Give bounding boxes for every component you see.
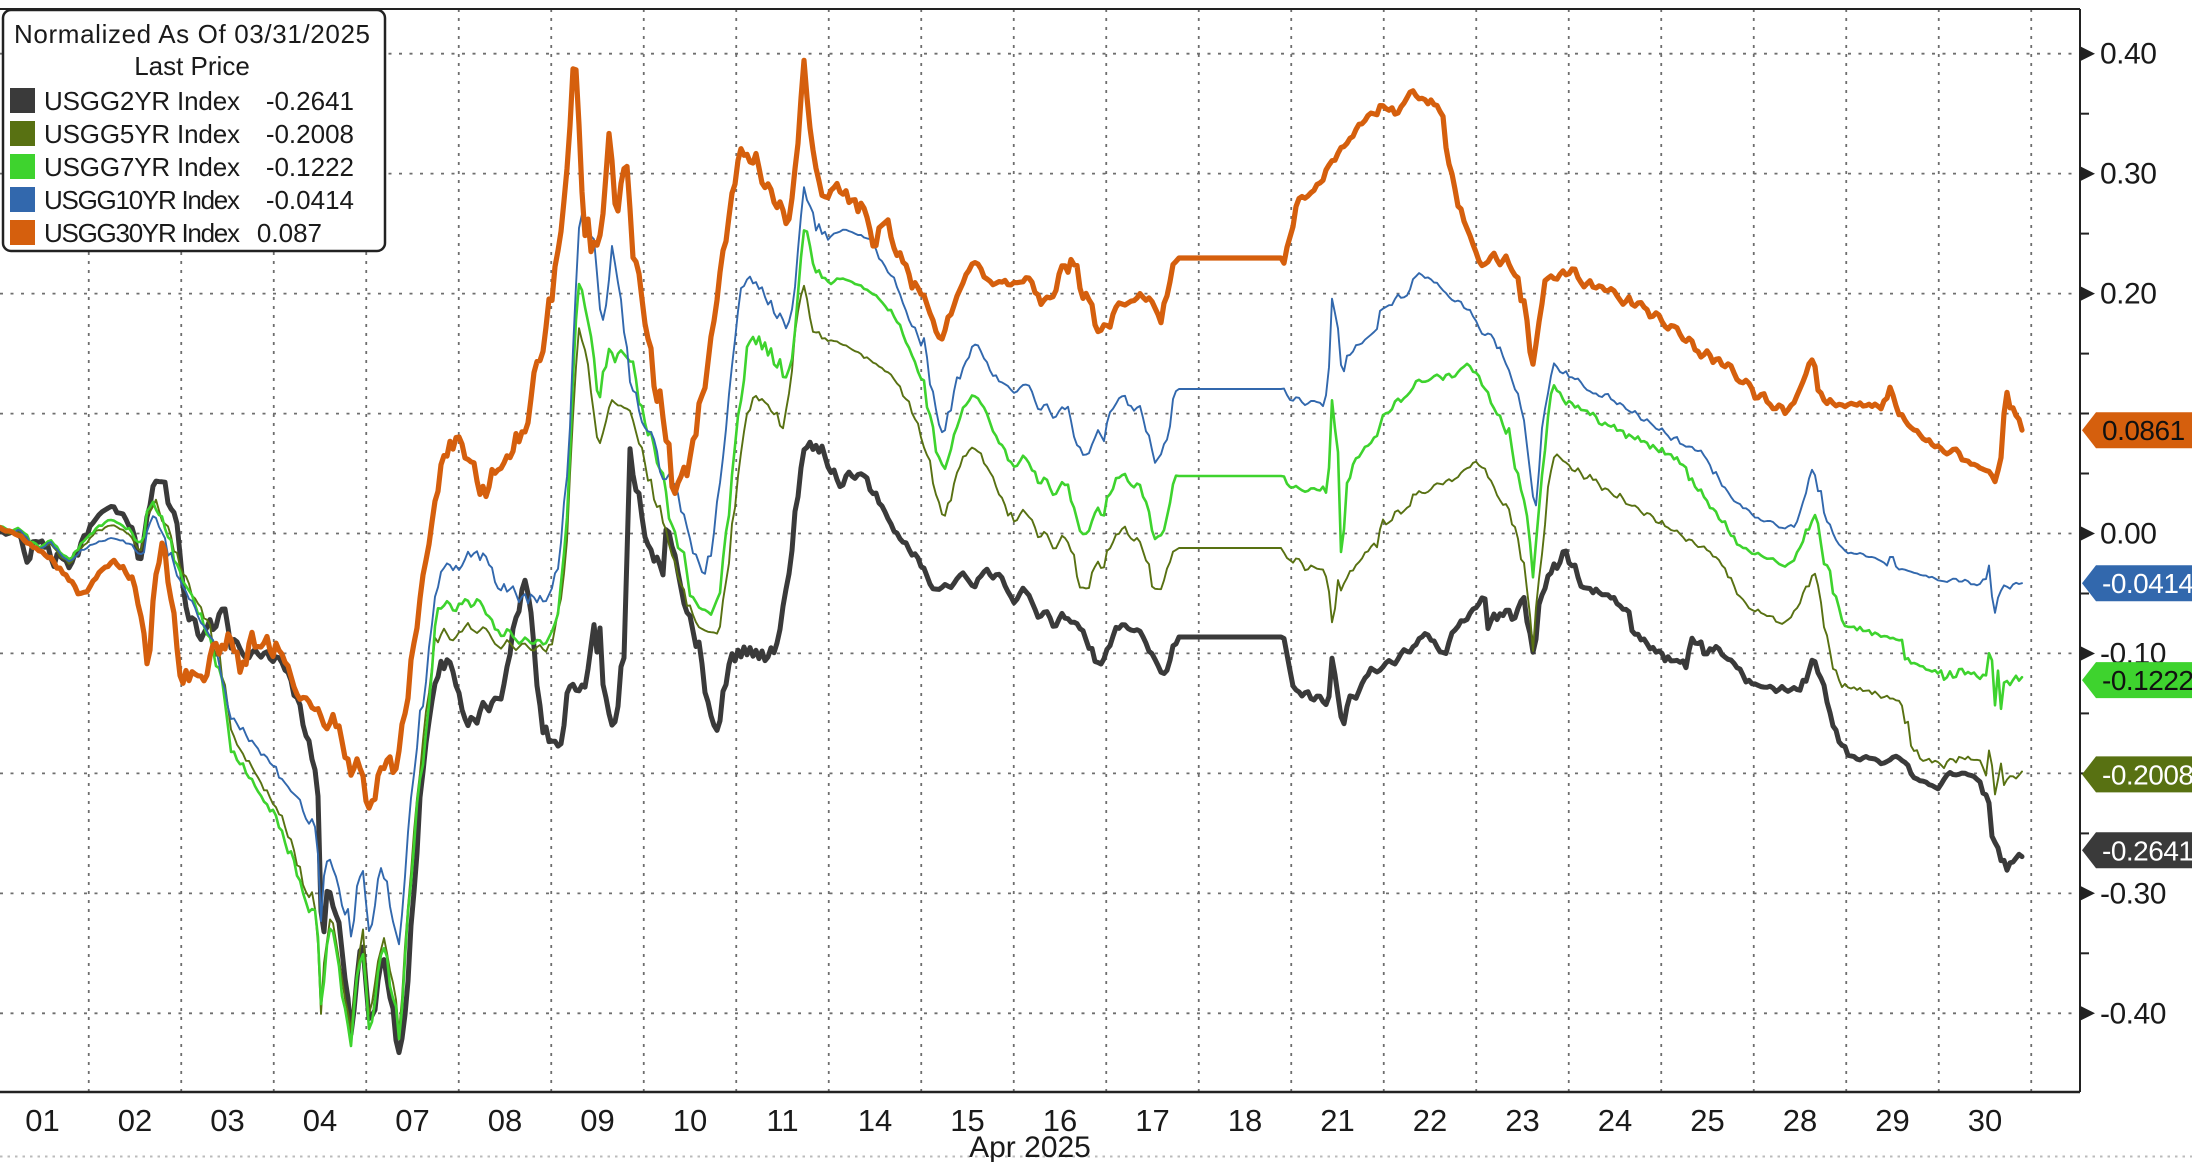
svg-text:-0.2641: -0.2641 [2102, 835, 2192, 866]
svg-text:-0.40: -0.40 [2100, 997, 2166, 1030]
svg-text:17: 17 [1135, 1103, 1169, 1138]
svg-text:04: 04 [303, 1103, 337, 1138]
svg-text:02: 02 [118, 1103, 152, 1138]
svg-text:-0.30: -0.30 [2100, 877, 2166, 910]
svg-text:USGG2YR Index: USGG2YR Index [44, 86, 240, 116]
svg-text:08: 08 [488, 1103, 522, 1138]
svg-text:-0.1222: -0.1222 [2102, 665, 2192, 696]
svg-text:18: 18 [1228, 1103, 1262, 1138]
svg-text:-0.0414: -0.0414 [2102, 568, 2192, 599]
svg-text:0.0861: 0.0861 [2102, 415, 2185, 446]
svg-text:USGG7YR Index: USGG7YR Index [44, 152, 240, 182]
svg-text:10: 10 [673, 1103, 707, 1138]
svg-text:Normalized As Of 03/31/2025: Normalized As Of 03/31/2025 [14, 19, 370, 49]
svg-text:15: 15 [950, 1103, 984, 1138]
svg-text:03: 03 [210, 1103, 244, 1138]
svg-text:30: 30 [1968, 1103, 2002, 1138]
svg-text:-0.1222: -0.1222 [266, 152, 354, 182]
svg-text:21: 21 [1320, 1103, 1354, 1138]
svg-text:23: 23 [1505, 1103, 1539, 1138]
svg-text:29: 29 [1875, 1103, 1909, 1138]
svg-text:16: 16 [1043, 1103, 1077, 1138]
svg-text:Last Price: Last Price [134, 51, 250, 81]
svg-text:USGG30YR Index: USGG30YR Index [44, 218, 240, 248]
svg-text:01: 01 [25, 1103, 59, 1138]
svg-text:07: 07 [395, 1103, 429, 1138]
svg-text:-0.2008: -0.2008 [266, 119, 354, 149]
svg-text:09: 09 [580, 1103, 614, 1138]
svg-text:24: 24 [1598, 1103, 1632, 1138]
svg-text:-0.2641: -0.2641 [266, 86, 354, 116]
svg-text:0.30: 0.30 [2100, 158, 2156, 191]
svg-text:Apr 2025: Apr 2025 [969, 1131, 1091, 1162]
svg-text:0.40: 0.40 [2100, 38, 2156, 71]
svg-text:11: 11 [766, 1103, 798, 1138]
svg-text:25: 25 [1690, 1103, 1724, 1138]
svg-text:28: 28 [1783, 1103, 1817, 1138]
svg-text:0.20: 0.20 [2100, 278, 2156, 311]
svg-text:-0.0414: -0.0414 [266, 185, 354, 215]
svg-text:USGG10YR Index: USGG10YR Index [44, 185, 240, 215]
svg-text:-0.2008: -0.2008 [2102, 759, 2192, 790]
svg-text:USGG5YR Index: USGG5YR Index [44, 119, 240, 149]
svg-text:0.087: 0.087 [257, 218, 322, 248]
svg-text:14: 14 [858, 1103, 892, 1138]
svg-text:0.00: 0.00 [2100, 518, 2156, 551]
svg-text:22: 22 [1413, 1103, 1447, 1138]
